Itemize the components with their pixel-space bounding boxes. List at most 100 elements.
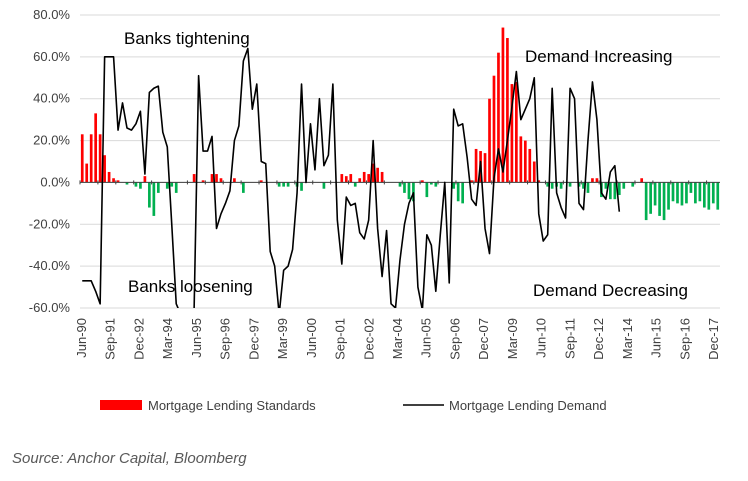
standards-bar (85, 163, 89, 183)
standards-bar (622, 182, 626, 189)
x-tick-label: Sep-91 (103, 318, 118, 360)
standards-bar (698, 182, 702, 202)
standards-bar (685, 182, 688, 204)
standards-bar (152, 182, 156, 216)
y-tick-label: 0.0% (40, 174, 70, 189)
standards-bar (412, 182, 415, 202)
annotation-demand-decreasing: Demand Decreasing (533, 281, 688, 300)
y-tick-label: 80.0% (33, 7, 70, 22)
standards-bar (689, 182, 693, 193)
x-tick-label: Mar-99 (275, 318, 290, 359)
standards-bar (604, 182, 608, 189)
legend-standards-label: Mortgage Lending Standards (148, 398, 316, 413)
standards-bar (506, 38, 509, 183)
standards-bar (546, 182, 550, 187)
standards-bar (497, 52, 500, 183)
standards-bar (403, 182, 406, 193)
standards-bar (112, 178, 115, 183)
standards-bar (662, 182, 666, 221)
x-tick-label: Jun-15 (649, 318, 664, 358)
standards-bar (707, 182, 711, 210)
x-tick-label: Jun-95 (189, 318, 204, 358)
x-tick-label: Dec-97 (246, 318, 261, 360)
standards-bar (702, 182, 706, 208)
standards-bar (532, 161, 536, 183)
standards-bar (640, 178, 644, 183)
annotation-demand-increasing: Demand Increasing (525, 47, 672, 66)
standards-bar (644, 182, 648, 221)
x-tick-label: Dec-12 (591, 318, 606, 360)
standards-bar (344, 176, 348, 183)
standards-bar (492, 75, 496, 183)
y-tick-label: 40.0% (33, 91, 70, 106)
standards-bar (107, 171, 111, 183)
standards-bar (201, 180, 205, 183)
standards-bar (711, 182, 715, 204)
demand-line (82, 47, 621, 308)
standards-bar (376, 167, 379, 183)
x-tick-label: Mar-94 (160, 318, 175, 359)
standards-bar (233, 178, 236, 183)
standards-bar (362, 171, 366, 183)
standards-bar (398, 182, 402, 187)
standards-bar (694, 182, 697, 204)
standards-bar (434, 182, 438, 187)
standards-bar (210, 174, 214, 183)
legend-demand-label: Mortgage Lending Demand (449, 398, 607, 413)
x-tick-label: Mar-14 (620, 318, 635, 359)
standards-bar (170, 182, 174, 187)
standards-bar (421, 180, 424, 183)
standards-bar (523, 140, 527, 183)
x-axis-tick-labels: Jun-90 Sep-91 Dec-92 Mar-94 Jun-95 Sep-96 Dec-… (74, 318, 721, 360)
standards-bar (407, 182, 411, 200)
x-tick-label: Dec-07 (476, 318, 491, 360)
standards-bar (429, 182, 433, 185)
standards-bar (89, 134, 93, 183)
standards-bar (680, 182, 684, 206)
standards-bar (452, 182, 456, 189)
x-tick-label: Mar-04 (390, 318, 405, 359)
x-tick-label: Mar-09 (505, 318, 520, 359)
standards-bar (353, 182, 357, 187)
standards-bar (537, 180, 541, 183)
standards-bar (649, 182, 652, 214)
standards-bar (340, 174, 344, 183)
x-tick-label: Dec-02 (361, 318, 376, 360)
standards-bar (676, 182, 679, 204)
standards-bar (156, 182, 160, 193)
x-tick-label: Sep-06 (448, 318, 463, 360)
standards-bar (528, 148, 532, 183)
standards-bar (125, 182, 129, 185)
standards-bar (595, 178, 599, 183)
standards-bar (277, 182, 281, 187)
standards-bar (671, 182, 675, 202)
standards-bar (174, 182, 178, 193)
y-tick-label: -40.0% (29, 258, 71, 273)
x-tick-label: Jun-05 (419, 318, 434, 358)
y-axis-tick-labels: 80.0% 60.0% 40.0% 20.0% 0.0% -20.0% -40.0% -60.… (29, 7, 71, 315)
standards-bar (358, 178, 362, 183)
standards-bar (631, 182, 635, 187)
standards-bar (134, 182, 138, 187)
standards-bar (577, 182, 581, 187)
standards-bar (515, 81, 518, 183)
annotation-banks-loosening: Banks loosening (128, 277, 253, 296)
standards-bar (510, 84, 514, 183)
standards-bar (219, 178, 223, 183)
standards-bar (653, 182, 657, 206)
standards-bar (617, 182, 621, 195)
standards-bar (94, 113, 98, 183)
standards-bar (456, 182, 460, 202)
standards-bar (103, 155, 106, 183)
x-tick-label: Jun-10 (534, 318, 549, 358)
standards-bar (259, 180, 263, 183)
standards-bar (488, 98, 491, 183)
standards-bar (242, 182, 245, 193)
standards-bar (582, 182, 585, 189)
x-tick-label: Dec-92 (132, 318, 147, 360)
standards-bar (461, 182, 464, 204)
standards-bar (609, 182, 612, 200)
standards-bar (192, 174, 196, 183)
y-tick-label: -20.0% (29, 216, 71, 231)
